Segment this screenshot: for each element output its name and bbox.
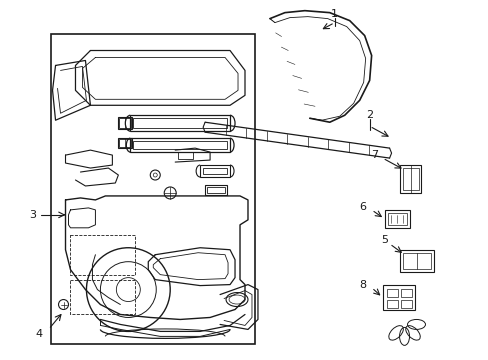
Bar [384,210,408,228]
Bar [402,168,418,190]
Text: 6: 6 [358,202,366,212]
Bar [399,250,433,272]
Bar [400,289,411,297]
Bar [70,235,135,275]
Bar [118,138,132,148]
Bar [204,185,226,195]
Bar [203,168,226,174]
Text: 2: 2 [366,110,372,120]
Bar [386,289,397,297]
Bar [200,165,229,177]
Bar [402,253,430,269]
Bar [50,33,254,345]
Bar [400,300,411,307]
Bar [130,138,229,152]
Bar [133,141,226,149]
Text: 8: 8 [358,280,366,289]
Bar [178,152,193,159]
Text: 4: 4 [35,329,42,339]
Bar [130,115,229,131]
Bar [119,118,131,128]
Bar [207,187,224,193]
Text: 3: 3 [29,210,36,220]
Bar [382,285,414,310]
Text: 1: 1 [330,9,338,19]
Bar [133,118,226,128]
Bar [118,117,132,129]
Text: 7: 7 [370,150,377,160]
Bar [399,165,421,193]
Bar [70,280,135,315]
Bar [119,139,131,147]
Text: 5: 5 [380,235,387,245]
Bar [386,300,397,307]
Bar [387,213,406,225]
